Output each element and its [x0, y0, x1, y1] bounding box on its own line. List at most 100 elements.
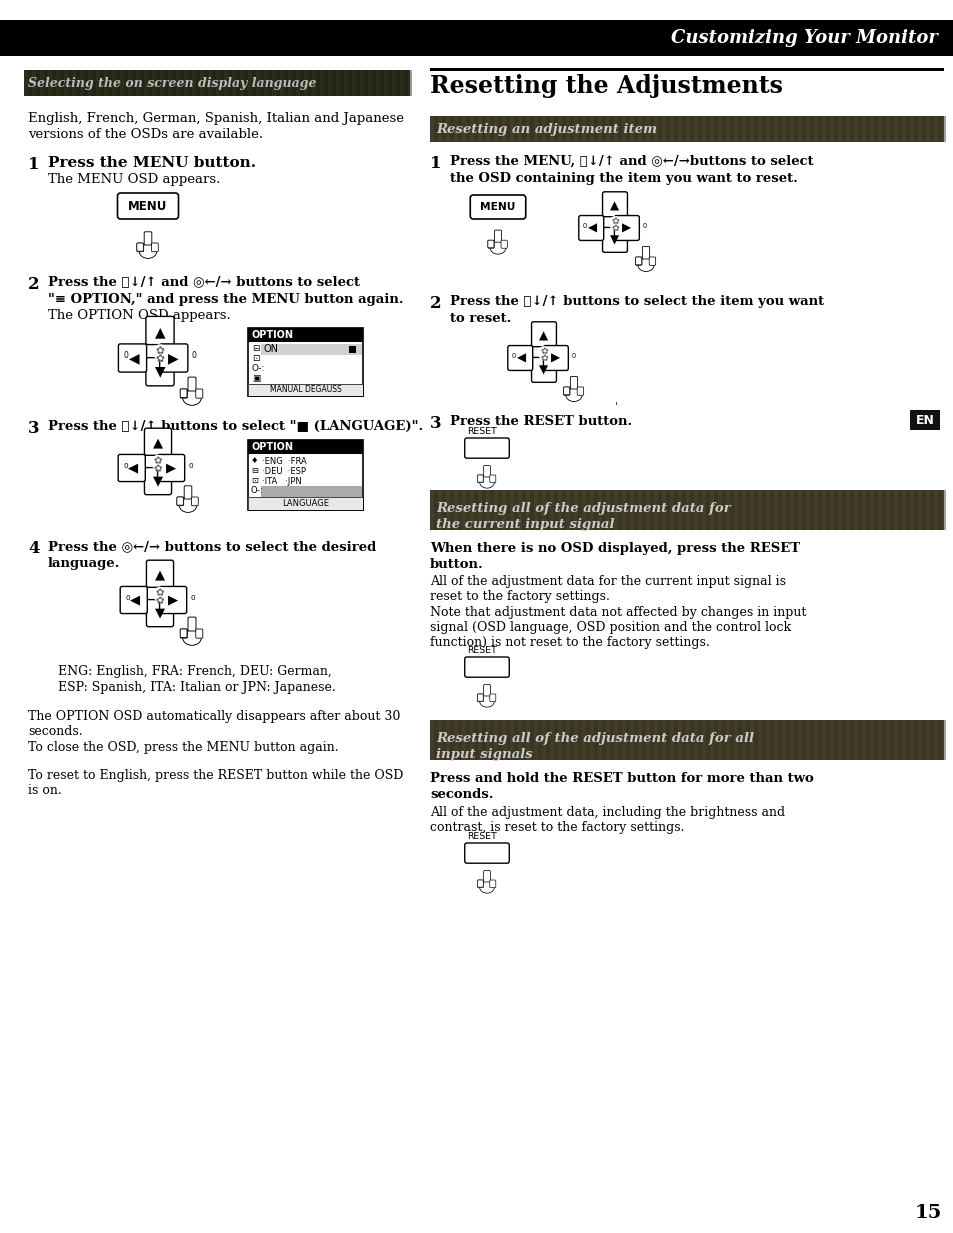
Bar: [558, 490, 561, 530]
Bar: [24, 70, 410, 96]
Bar: [517, 116, 521, 142]
Bar: [598, 720, 601, 760]
Bar: [384, 70, 388, 96]
Bar: [821, 116, 825, 142]
Text: Note that adjustment data not affected by changes in input: Note that adjustment data not affected b…: [430, 605, 805, 619]
Bar: [893, 490, 897, 530]
Bar: [240, 70, 244, 96]
Bar: [446, 720, 450, 760]
FancyBboxPatch shape: [649, 256, 655, 265]
Text: 0: 0: [125, 596, 130, 600]
Circle shape: [537, 346, 550, 360]
Bar: [885, 490, 889, 530]
Bar: [813, 490, 817, 530]
Text: ▼: ▼: [154, 365, 165, 379]
Bar: [215, 70, 220, 96]
Bar: [909, 116, 913, 142]
Bar: [248, 328, 363, 396]
FancyBboxPatch shape: [192, 497, 198, 506]
Text: is on.: is on.: [28, 784, 62, 797]
Bar: [789, 720, 793, 760]
Text: 0: 0: [192, 351, 196, 360]
Text: 1: 1: [430, 155, 441, 171]
Bar: [741, 720, 745, 760]
Text: Press the RESET button.: Press the RESET button.: [450, 416, 632, 428]
Bar: [335, 70, 339, 96]
FancyBboxPatch shape: [137, 243, 144, 252]
Text: RESET: RESET: [467, 646, 497, 656]
Bar: [885, 720, 889, 760]
Bar: [485, 116, 490, 142]
Circle shape: [151, 455, 165, 470]
Text: ✿: ✿: [611, 217, 618, 226]
Text: 0: 0: [188, 464, 193, 469]
Bar: [797, 720, 801, 760]
Bar: [853, 490, 857, 530]
Bar: [430, 720, 434, 760]
Bar: [128, 70, 132, 96]
Circle shape: [152, 587, 167, 602]
FancyBboxPatch shape: [184, 486, 192, 499]
Bar: [741, 116, 745, 142]
Text: Press the ☉↓/↑ and ◎←/→ buttons to select: Press the ☉↓/↑ and ◎←/→ buttons to selec…: [48, 276, 359, 289]
Bar: [829, 490, 833, 530]
Text: Resetting the Adjustments: Resetting the Adjustments: [430, 74, 782, 97]
Bar: [669, 720, 673, 760]
Text: MENU: MENU: [479, 202, 516, 212]
Bar: [485, 490, 490, 530]
Text: ✿: ✿: [153, 456, 162, 466]
Bar: [877, 490, 882, 530]
Text: ✿: ✿: [155, 596, 164, 607]
Bar: [629, 720, 634, 760]
Bar: [574, 490, 578, 530]
Bar: [40, 70, 44, 96]
Text: language.: language.: [48, 557, 120, 570]
FancyBboxPatch shape: [144, 467, 172, 494]
Text: ▼: ▼: [538, 364, 548, 376]
Bar: [581, 720, 585, 760]
FancyBboxPatch shape: [176, 497, 184, 506]
Bar: [645, 720, 649, 760]
Bar: [589, 720, 594, 760]
Bar: [797, 490, 801, 530]
FancyBboxPatch shape: [147, 599, 173, 626]
Bar: [629, 116, 634, 142]
Text: 0: 0: [582, 223, 587, 229]
FancyBboxPatch shape: [577, 387, 583, 396]
Bar: [693, 490, 698, 530]
Bar: [392, 70, 395, 96]
Bar: [80, 70, 84, 96]
Bar: [184, 70, 188, 96]
Text: OPTION: OPTION: [252, 330, 294, 340]
Text: The OPTION OSD appears.: The OPTION OSD appears.: [48, 309, 231, 322]
Bar: [494, 490, 497, 530]
Bar: [758, 490, 761, 530]
Bar: [758, 720, 761, 760]
Bar: [605, 720, 609, 760]
Bar: [430, 720, 943, 760]
Text: MANUAL DEGAUSS: MANUAL DEGAUSS: [270, 386, 341, 395]
Bar: [168, 70, 172, 96]
Bar: [264, 70, 268, 96]
Bar: [261, 344, 361, 355]
FancyBboxPatch shape: [117, 194, 178, 219]
Text: the OSD containing the item you want to reset.: the OSD containing the item you want to …: [450, 171, 797, 185]
Bar: [654, 720, 658, 760]
Bar: [925, 116, 929, 142]
Bar: [565, 116, 569, 142]
FancyBboxPatch shape: [487, 240, 494, 248]
Text: ·DEU  ·ESP: ·DEU ·ESP: [262, 467, 306, 476]
Bar: [525, 116, 530, 142]
Bar: [581, 490, 585, 530]
Bar: [430, 68, 943, 72]
Bar: [614, 116, 618, 142]
Bar: [550, 490, 554, 530]
Text: OPTION: OPTION: [252, 441, 294, 453]
FancyBboxPatch shape: [180, 629, 187, 637]
FancyBboxPatch shape: [635, 256, 641, 265]
Bar: [621, 490, 625, 530]
Bar: [693, 116, 698, 142]
Bar: [733, 116, 738, 142]
Bar: [120, 70, 124, 96]
Bar: [589, 116, 594, 142]
